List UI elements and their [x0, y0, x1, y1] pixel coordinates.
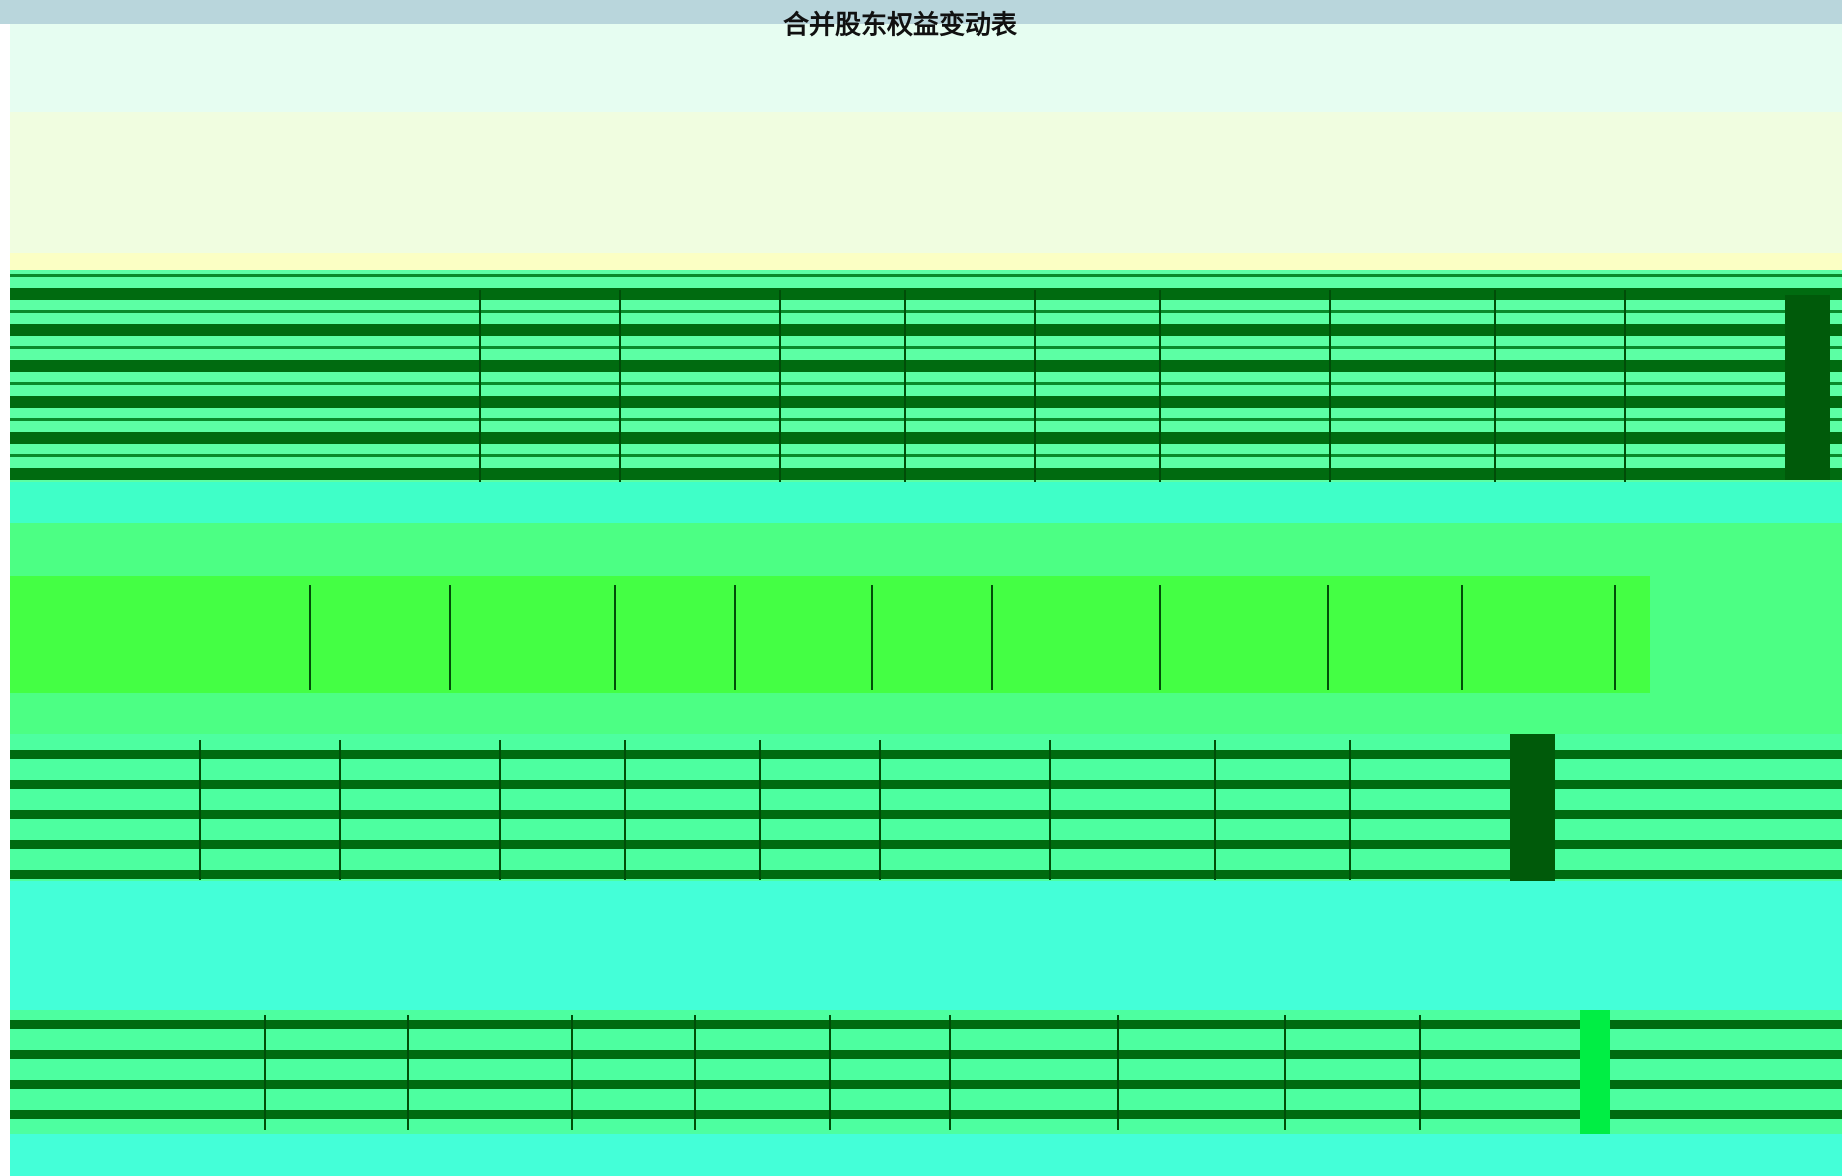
highlight-band [10, 576, 1650, 693]
column-block [1510, 734, 1555, 881]
header-band [10, 24, 1842, 112]
table-section-2 [10, 734, 1842, 881]
band [1650, 576, 1842, 693]
table-section-3 [10, 1010, 1842, 1134]
band [10, 523, 1842, 576]
band [10, 482, 1842, 523]
column-lines [199, 290, 1626, 1130]
footer-band [10, 1134, 1842, 1176]
divider [10, 253, 1842, 270]
statement-title: 合并股东权益变动表 [783, 10, 1018, 41]
column-block [1785, 295, 1830, 480]
band [10, 693, 1842, 734]
top-bar [0, 0, 1842, 24]
column-block [1580, 1010, 1610, 1134]
table-section-1 [10, 270, 1842, 482]
band [10, 881, 1842, 1010]
info-band [10, 112, 1842, 253]
